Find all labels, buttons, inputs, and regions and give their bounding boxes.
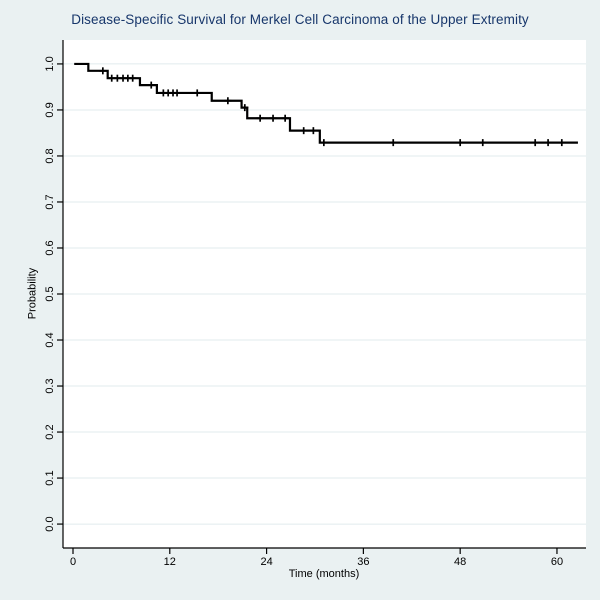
x-tick-label: 12 (164, 556, 176, 568)
y-tick-label: 0.9 (44, 102, 56, 117)
survival-curve (74, 62, 578, 144)
y-tick-label: 0.6 (44, 240, 56, 255)
x-tick-label: 24 (260, 556, 272, 568)
y-tick-label: 0.2 (44, 424, 56, 439)
x-tick-label: 0 (70, 556, 76, 568)
y-tick-label: 0.0 (44, 516, 56, 531)
y-tick-label: 0.8 (44, 148, 56, 163)
x-axis-label: Time (months) (288, 568, 360, 580)
y-tick-label: 0.1 (44, 470, 56, 485)
y-tick-label: 0.4 (44, 332, 56, 347)
y-tick-label: 0.7 (44, 194, 56, 209)
chart-title: Disease-Specific Survival for Merkel Cel… (71, 12, 529, 27)
x-tick-label: 60 (551, 556, 563, 568)
x-tick-label: 48 (454, 556, 466, 568)
y-axis-label: Probability (26, 267, 39, 320)
y-tick-label: 0.5 (44, 286, 56, 301)
y-tick-label: 0.3 (44, 378, 56, 393)
x-tick-label: 36 (357, 556, 369, 568)
y-tick-label: 1.0 (44, 56, 56, 71)
